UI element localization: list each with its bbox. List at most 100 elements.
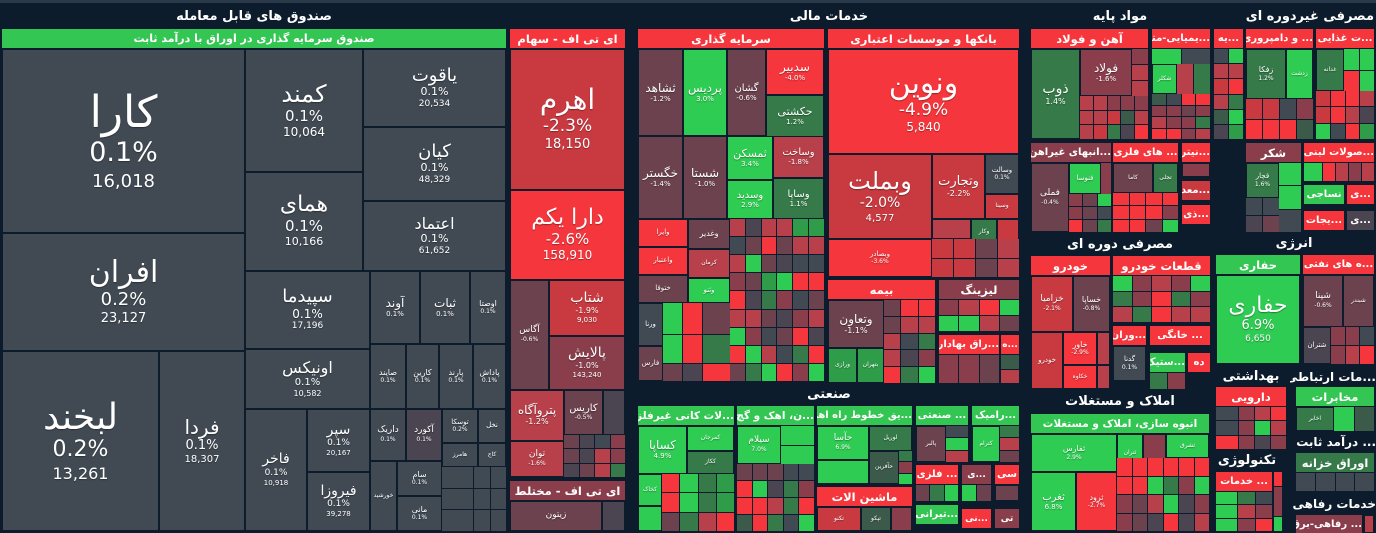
industry-header-agriculture[interactable]: ... و دامپروری	[1246, 29, 1313, 49]
industry-header-petroleum[interactable]: ...نیتروژن	[1182, 143, 1210, 163]
tile-vabsader[interactable]: وبصادر -3.6%	[828, 239, 932, 277]
tile-varazi[interactable]: ورازی	[828, 348, 857, 383]
industry-header-nc-misc4[interactable]: ...ی	[1347, 211, 1374, 231]
tile-khazamia[interactable]: خزامیا -2.1%	[1031, 276, 1073, 332]
tile-firooza[interactable]: فیروزا 0.1% 39,278	[307, 472, 370, 531]
tile-gashan[interactable]: گشان -0.6%	[727, 49, 766, 136]
tile-karin[interactable]: کارین 0.1%	[406, 344, 439, 409]
tile-vasalat[interactable]: وسالت 0.1%	[985, 154, 1019, 194]
tile-fars[interactable]: فارس	[638, 346, 663, 381]
tile-khtoogha[interactable]: ختوقا	[638, 275, 688, 303]
industry-header-food[interactable]: ...ت غذایی	[1316, 29, 1374, 49]
tile-separ[interactable]: سپر 0.1% 20,167	[307, 409, 370, 472]
industry-header-etf-mixed[interactable]: ای تی اف - مختلط	[510, 481, 625, 501]
tile-kamand[interactable]: کمند 0.1% 10,064	[245, 49, 363, 172]
industry-header-it-services[interactable]: ... خدمات	[1216, 472, 1272, 492]
industry-header-cyc-misc[interactable]: ده	[1188, 353, 1210, 373]
tile-vatejarat[interactable]: وتجارت -2.2%	[932, 154, 985, 219]
industry-header-industrial-misc[interactable]: ... صنعتی	[916, 406, 968, 426]
tile-hakashti[interactable]: حکشتی 1.2%	[766, 95, 824, 137]
tile-keteram[interactable]: کترام	[972, 426, 1000, 462]
tile-silam[interactable]: سیلام 7.0%	[737, 426, 781, 464]
industry-header-cement[interactable]: ...ن، اهک و گچ	[737, 406, 814, 426]
tile-safars[interactable]: ثفارس 2.9%	[1031, 434, 1117, 472]
tile-haafarin[interactable]: حآفرین	[869, 451, 899, 484]
tile-vaira[interactable]: وایرا	[638, 219, 688, 247]
tile-dara-yekom[interactable]: دارا یکم -2.6% 158,910	[510, 190, 625, 280]
industry-header-auto[interactable]: خودرو	[1031, 256, 1110, 276]
industry-header-telecom[interactable]: مخابرات	[1296, 387, 1374, 407]
industry-header-metal-ores[interactable]: ... های فلزی	[1113, 143, 1178, 163]
industry-header-textile[interactable]: نساجی	[1304, 185, 1344, 205]
tile-sabat[interactable]: ثبات 0.1%	[420, 271, 470, 344]
tile-khodro[interactable]: خودرو	[1031, 332, 1063, 389]
tile-mani[interactable]: مانی 0.1%	[397, 496, 442, 531]
tile-parand[interactable]: پارند 0.1%	[439, 344, 473, 409]
industry-header-machinery[interactable]: ماشین الات	[817, 487, 912, 507]
industry-header-tires[interactable]: ...تیرانی	[916, 505, 958, 525]
tile-shekalar[interactable]: شکلر	[1152, 64, 1177, 94]
industry-header-real-estate[interactable]: انبوه سازی، املاک و مستغلات	[1031, 414, 1209, 434]
tile-kakaz[interactable]: ککاز	[687, 451, 734, 474]
tile-kara[interactable]: کارا 0.1% 16,018	[2, 49, 245, 233]
tile-vanovin[interactable]: ونوین -4.9% 5,840	[828, 49, 1019, 154]
tile-petroleum-small[interactable]	[1182, 163, 1210, 177]
tile-labkhand[interactable]: لبخند 0.2% 13,261	[2, 351, 159, 531]
industry-header-steel[interactable]: آهن و فولاد	[1031, 29, 1148, 49]
tile-auto-small[interactable]	[1097, 332, 1110, 365]
tile-padash[interactable]: پاداش 0.1%	[473, 344, 506, 409]
tile-kama[interactable]: کاما	[1113, 163, 1153, 193]
tile-kian[interactable]: کیان 0.1% 48,329	[363, 127, 506, 201]
tile-samaskan[interactable]: ثمسکن 3.4%	[727, 136, 773, 180]
tile-varna[interactable]: ورنا	[638, 303, 663, 346]
tile-agas[interactable]: آگاس -0.6%	[510, 280, 549, 390]
industry-header-dairy[interactable]: ...صولات لبنی	[1304, 143, 1374, 163]
industry-header-rail[interactable]: ...یق خطوط راه اهن	[817, 406, 912, 426]
tile-tavan[interactable]: توان -1.6%	[510, 441, 564, 477]
tile-tapko[interactable]: تپکو	[861, 507, 891, 531]
industry-header-oil-products[interactable]: ...ه های نفتی	[1303, 255, 1374, 275]
tile-yaghoot[interactable]: یاقوت 0.1% 20,534	[363, 49, 506, 127]
tile-zedasht[interactable]: زدشت	[1286, 49, 1313, 99]
tile-zob[interactable]: ذوب 1.4%	[1031, 49, 1080, 139]
industry-header-sugar[interactable]: شکر	[1246, 143, 1301, 163]
tile-vaetebar[interactable]: واعتبار	[638, 247, 688, 275]
tile-khkaveh[interactable]: خکاوه	[1063, 365, 1097, 389]
industry-header-nc-misc3[interactable]: ...یجات	[1304, 211, 1344, 231]
tile-khgostar[interactable]: خگستر -1.4%	[638, 136, 683, 219]
industry-header-insurance[interactable]: بیمه	[828, 280, 935, 300]
tile-kakhak[interactable]: کخاک	[638, 474, 662, 506]
tile-vasapa[interactable]: وساپا 1.1%	[773, 178, 824, 219]
tile-kerman[interactable]: کرمان	[688, 249, 730, 278]
industry-header-fixed-income-funds[interactable]: صندوق سرمایه گذاری در اوراق با درآمد ثاب…	[2, 29, 506, 49]
tile-onyx[interactable]: اونیکس 0.1% 10,582	[245, 349, 370, 409]
industry-header-ind-misc4[interactable]: تی	[995, 509, 1019, 529]
industry-header-ind-misc3[interactable]: ...نی	[962, 509, 991, 529]
tile-ahrom[interactable]: اهرم -2.3% 18,150	[510, 49, 625, 190]
tile-sashargh[interactable]: ثشرق	[1166, 434, 1209, 458]
tile-caris[interactable]: کاریس -0.5%	[564, 390, 603, 435]
tile-etf-mixed-small[interactable]	[602, 501, 625, 531]
industry-header-auto-parts[interactable]: قطعات خودرو	[1113, 256, 1210, 276]
tile-saghreb[interactable]: ثغرب 6.8%	[1031, 472, 1076, 531]
tile-sepidma[interactable]: سپیدما 0.1% 17,196	[245, 271, 370, 349]
tile-sayand[interactable]: صایند 0.1%	[370, 344, 406, 409]
industry-header-ceramic[interactable]: ...رامیک	[972, 406, 1019, 426]
tile-hafari[interactable]: حفاری 6.9% 6,650	[1216, 275, 1300, 364]
tile-vasadid[interactable]: وسدید 2.9%	[727, 180, 773, 219]
tile-avand[interactable]: آوند 0.1%	[370, 271, 420, 344]
industry-header-metal-products[interactable]: ... فلزی	[916, 465, 958, 485]
tile-nonmetal-small[interactable]	[638, 506, 662, 531]
tile-fanousa[interactable]: فنوسا	[1069, 163, 1101, 194]
tile-auto-small-2[interactable]	[1097, 365, 1110, 389]
industry-header-etf-equity[interactable]: ای تی اف - سهام	[510, 29, 625, 49]
industry-header-plastics[interactable]: ...ستیک	[1150, 353, 1185, 373]
tile-foolad[interactable]: فولاد -1.6%	[1080, 49, 1132, 96]
industry-header-investment[interactable]: سرمایه گذاری	[638, 29, 824, 49]
tile-tajalli[interactable]: تجلی	[1153, 163, 1178, 193]
tile-gadna[interactable]: گدنا 0.1%	[1113, 346, 1146, 381]
tile-akhaber[interactable]: اخابر	[1296, 407, 1334, 431]
tile-homay[interactable]: همای 0.1% 10,166	[245, 172, 363, 271]
tile-machinery-small[interactable]	[891, 507, 912, 531]
industry-header-banks[interactable]: بانکها و موسسات اعتباری	[828, 29, 1019, 49]
